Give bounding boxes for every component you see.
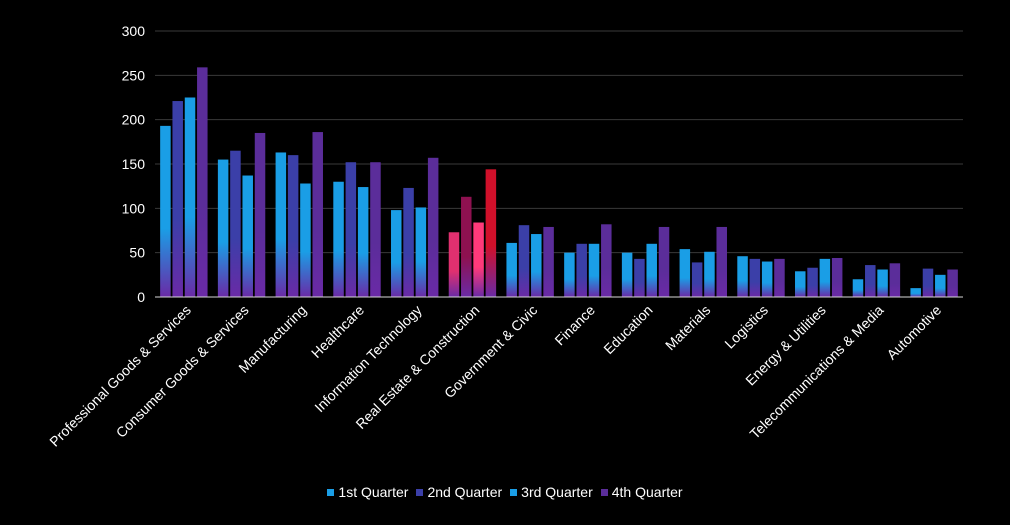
bar xyxy=(448,232,460,297)
x-category-label: Automotive xyxy=(883,302,944,363)
bar xyxy=(646,243,657,297)
bar xyxy=(184,97,196,297)
y-tick-label: 100 xyxy=(122,200,146,216)
bar xyxy=(749,258,761,297)
legend-label: 1st Quarter xyxy=(338,484,409,500)
bar xyxy=(197,67,208,297)
y-tick-label: 50 xyxy=(129,245,145,261)
bar xyxy=(254,132,266,297)
legend-item: 4th Quarter xyxy=(600,484,683,500)
bar xyxy=(935,274,946,297)
y-tick-label: 250 xyxy=(122,67,146,83)
bar xyxy=(473,222,484,297)
legend-label: 3rd Quarter xyxy=(521,484,593,500)
bar xyxy=(621,252,633,297)
legend-item: 2nd Quarter xyxy=(416,484,502,500)
legend-item: 3rd Quarter xyxy=(510,484,593,500)
bar xyxy=(761,261,773,297)
bar xyxy=(217,159,229,297)
bar xyxy=(391,210,402,297)
bar xyxy=(427,157,439,297)
bar xyxy=(691,262,703,297)
bar xyxy=(275,152,287,297)
bar xyxy=(230,150,241,297)
legend-swatch xyxy=(600,488,608,496)
bar xyxy=(737,256,748,297)
x-category-label: Information Technology xyxy=(311,302,424,415)
bar xyxy=(357,187,369,297)
bar xyxy=(795,271,806,297)
bar xyxy=(461,196,472,297)
legend-label: 2nd Quarter xyxy=(427,484,503,500)
bar xyxy=(312,132,323,297)
bar xyxy=(865,265,876,297)
x-category-label: Finance xyxy=(551,302,598,349)
x-category-label: Education xyxy=(600,302,655,357)
bar xyxy=(716,226,727,297)
y-tick-label: 200 xyxy=(122,112,146,128)
legend-item: 1st Quarter xyxy=(327,484,408,500)
bar xyxy=(877,269,888,297)
bar xyxy=(889,263,901,297)
bar xyxy=(679,249,691,297)
bar xyxy=(518,225,530,297)
bar xyxy=(242,175,253,297)
bar xyxy=(922,268,934,297)
legend-label: 4th Quarter xyxy=(611,484,683,500)
bar xyxy=(819,258,831,297)
bar xyxy=(160,125,171,297)
bar xyxy=(910,288,921,297)
y-tick-label: 150 xyxy=(122,156,146,172)
bar xyxy=(704,251,715,297)
bar xyxy=(506,242,517,297)
bars xyxy=(160,67,958,298)
x-category-label: Logistics xyxy=(721,302,771,352)
bar xyxy=(370,162,381,297)
bar xyxy=(564,252,575,297)
y-tick-label: 300 xyxy=(122,23,146,39)
bar xyxy=(658,226,670,297)
bar xyxy=(415,207,427,297)
y-tick-label: 0 xyxy=(137,289,145,305)
bar xyxy=(345,162,357,297)
bar xyxy=(601,224,612,297)
bar xyxy=(947,269,958,297)
bar xyxy=(172,101,183,298)
bar xyxy=(543,226,554,297)
bar xyxy=(531,234,542,297)
bar xyxy=(576,243,587,297)
bar xyxy=(831,257,843,297)
bar xyxy=(300,183,311,297)
x-category-label: Materials xyxy=(662,302,713,353)
bar xyxy=(485,169,497,297)
bar xyxy=(403,187,414,297)
legend-swatch xyxy=(416,488,424,496)
bar xyxy=(774,258,785,297)
bar xyxy=(634,258,645,297)
bar xyxy=(588,243,600,297)
y-axis-ticks: 0 50 100 150 200 250 300 xyxy=(122,23,146,305)
legend: 1st Quarter 2nd Quarter 3rd Quarter 4th Qua… xyxy=(0,484,1010,500)
bar xyxy=(287,155,299,297)
bar xyxy=(333,181,344,297)
bar xyxy=(807,267,818,297)
legend-swatch xyxy=(510,488,518,496)
bar xyxy=(852,279,864,297)
legend-swatch xyxy=(327,488,335,496)
x-category-label: Healthcare xyxy=(308,302,367,361)
